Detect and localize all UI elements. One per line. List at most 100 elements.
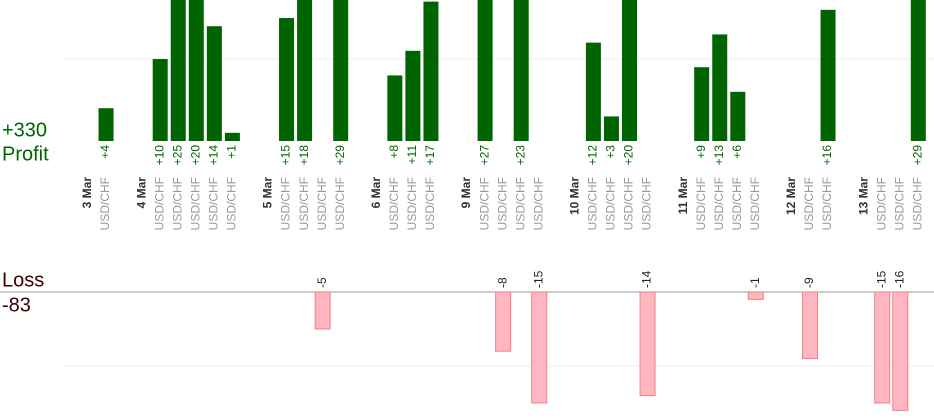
symbol-label: USD/CHF [712,177,726,230]
value-label: +18 [297,145,311,166]
value-label: -15 [874,270,888,288]
symbol-label: USD/CHF [730,177,744,230]
profit-bar [477,0,493,142]
value-label: +4 [98,145,112,159]
profit-total: +330 [2,119,47,141]
profit-bar [712,34,728,141]
value-label: +29 [910,145,924,166]
symbol-label: USD/CHF [874,177,888,230]
profit-bar [694,67,710,141]
value-label: +27 [477,145,491,166]
loss-total: -83 [2,294,31,316]
symbol-label: USD/CHF [495,177,509,230]
profit-bar [98,108,114,141]
date-label: 13 Mar [856,177,870,215]
loss-bar [874,291,891,404]
date-label: 12 Mar [784,177,798,215]
symbol-label: USD/CHF [513,177,527,230]
symbol-label: USD/CHF [820,177,834,230]
symbol-label: USD/CHF [297,177,311,230]
value-label: +9 [694,145,708,159]
loss-bar [747,291,764,300]
symbol-label: USD/CHF [98,177,112,230]
symbol-label: USD/CHF [387,177,401,230]
value-label: -9 [802,277,816,288]
profit-bar [206,26,222,141]
symbol-label: USD/CHF [910,177,924,230]
symbol-label: USD/CHF [622,177,636,230]
profit-bar [910,0,926,141]
profit-label: Profit [2,143,49,165]
profit-bar [297,0,313,141]
loss-bar [639,291,656,397]
value-label: +20 [622,145,636,166]
loss-label: Loss [2,269,44,291]
value-label: +15 [279,145,293,166]
symbol-label: USD/CHF [531,177,545,230]
symbol-label: USD/CHF [477,177,491,230]
symbol-label: USD/CHF [640,177,654,230]
profit-bar [423,1,439,141]
loss-bar [531,291,548,404]
loss-bar [495,291,512,352]
symbol-label: USD/CHF [188,177,202,230]
date-label: 9 Mar [459,177,473,209]
profit-bar [513,0,529,141]
symbol-label: USD/CHF [586,177,600,230]
date-label: 10 Mar [568,177,582,215]
value-label: +10 [152,145,166,166]
profit-bar [820,9,836,142]
symbol-label: USD/CHF [333,177,347,230]
date-label: 11 Mar [676,177,690,215]
value-label: +14 [207,145,221,166]
value-label: +1 [225,145,239,159]
symbol-label: USD/CHF [802,177,816,230]
symbol-label: USD/CHF [315,177,329,230]
symbol-label: USD/CHF [694,177,708,230]
value-label: +3 [604,145,618,159]
value-label: +13 [712,145,726,166]
date-label: 4 Mar [134,177,148,209]
symbol-label: USD/CHF [423,177,437,230]
profit-bar [405,50,421,142]
value-label: +16 [820,145,834,166]
value-label: +11 [405,145,419,165]
value-label: -1 [748,277,762,288]
symbol-label: USD/CHF [152,177,166,230]
value-label: +20 [188,145,202,166]
profit-bar [622,0,637,142]
symbol-label: USD/CHF [207,177,221,230]
profit-bar [603,116,619,141]
date-label: 6 Mar [369,177,383,209]
profit-bar [188,0,204,142]
symbol-label: USD/CHF [892,177,906,230]
profit-bar [387,75,403,141]
value-label: +12 [586,145,600,166]
loss-bar [802,291,818,360]
value-label: +23 [513,145,527,166]
value-label: -14 [640,270,654,288]
date-label: 5 Mar [261,177,275,209]
profit-bar [333,0,349,141]
date-label: 3 Mar [80,177,94,209]
value-label: -8 [495,277,509,288]
symbol-label: USD/CHF [225,177,239,230]
symbol-label: USD/CHF [604,177,618,230]
value-label: +29 [333,145,347,166]
value-label: -16 [892,270,906,288]
profit-bar [585,42,601,141]
profit-bar [152,59,168,141]
value-label: -5 [315,277,329,288]
value-label: +8 [387,145,401,159]
loss-bar [892,291,909,411]
value-label: +6 [730,145,744,159]
profit-bar [224,132,240,141]
symbol-label: USD/CHF [405,177,419,230]
loss-bar [314,291,331,330]
profit-bar [730,91,746,141]
value-label: +17 [423,145,437,166]
profit-bar [279,18,295,142]
symbol-label: USD/CHF [748,177,762,230]
value-label: -15 [531,270,545,288]
